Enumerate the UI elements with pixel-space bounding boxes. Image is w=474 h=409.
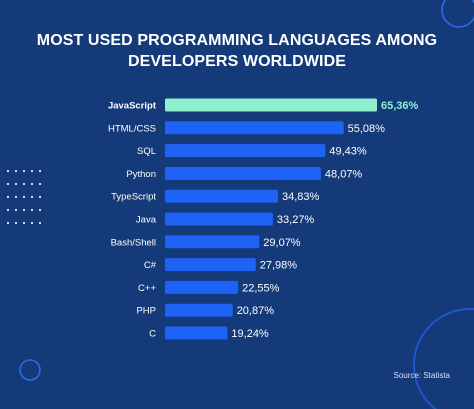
decorative-dot xyxy=(30,169,34,173)
value-label: 22,55% xyxy=(242,282,280,294)
decorative-dot xyxy=(30,195,34,199)
chart-title-line-1: MOST USED PROGRAMMING LANGUAGES AMONG xyxy=(36,32,438,49)
decorative-dot xyxy=(6,169,10,173)
category-label: Java xyxy=(136,215,157,226)
value-label: 27,98% xyxy=(260,260,298,272)
bar xyxy=(165,212,273,226)
category-label: Python xyxy=(126,169,156,180)
decorative-dot xyxy=(22,169,26,173)
category-label: C# xyxy=(144,260,157,271)
decorative-dot xyxy=(38,221,42,225)
value-label: 29,07% xyxy=(263,237,301,249)
category-label: C++ xyxy=(138,283,156,294)
decorative-dot xyxy=(6,182,10,186)
decorative-dot xyxy=(38,195,42,199)
value-label: 48,07% xyxy=(325,168,363,180)
value-label: 20,87% xyxy=(237,305,275,317)
decorative-dot xyxy=(38,182,42,186)
decorative-dot xyxy=(6,208,10,212)
bar xyxy=(165,235,260,249)
decorative-dot xyxy=(38,169,42,173)
decorative-dot xyxy=(6,221,10,225)
source-note: Source: Statista xyxy=(393,371,450,380)
category-label: C xyxy=(149,329,156,340)
decorative-dot xyxy=(22,221,26,225)
decorative-dot xyxy=(22,195,26,199)
bar xyxy=(165,258,256,272)
bar xyxy=(165,303,233,317)
category-label: TypeScript xyxy=(111,192,156,203)
decorative-dot xyxy=(22,208,26,212)
decorative-dot xyxy=(14,182,18,186)
bar xyxy=(165,189,278,203)
bar xyxy=(165,280,239,294)
category-label: HTML/CSS xyxy=(108,123,156,134)
value-label: 55,08% xyxy=(348,123,386,135)
decorative-dot xyxy=(14,208,18,212)
category-label: SQL xyxy=(137,146,156,157)
decorative-dot xyxy=(22,182,26,186)
value-label: 34,83% xyxy=(282,191,320,203)
bar xyxy=(165,144,326,158)
chart-title-line-2: DEVELOPERS WORLDWIDE xyxy=(127,53,346,70)
value-label: 19,24% xyxy=(231,328,269,340)
decorative-shapes xyxy=(6,0,474,409)
value-label: 65,36% xyxy=(381,100,419,112)
decorative-dot xyxy=(38,208,42,212)
bars-layer: JavaScript 65,36% HTML/CSS 55,08% SQL 49,43% P… xyxy=(108,98,419,340)
value-label: 49,43% xyxy=(329,146,367,158)
decorative-circle-top-right xyxy=(441,0,474,28)
category-label: Bash/Shell xyxy=(111,237,156,248)
decorative-dot xyxy=(30,221,34,225)
category-label: JavaScript xyxy=(108,101,157,112)
bar xyxy=(165,98,377,112)
value-label: 33,27% xyxy=(277,214,315,226)
decorative-dot xyxy=(30,208,34,212)
decorative-circle-bottom-right xyxy=(413,308,474,409)
decorative-circle-bottom-left xyxy=(19,359,41,381)
bar xyxy=(165,121,344,135)
decorative-dot xyxy=(14,169,18,173)
decorative-dot xyxy=(14,221,18,225)
bar xyxy=(165,326,228,340)
decorative-dot xyxy=(30,182,34,186)
decorative-dot xyxy=(6,195,10,199)
category-label: PHP xyxy=(136,306,156,317)
decorative-dot-grid xyxy=(6,169,42,225)
bar xyxy=(165,166,321,180)
chart-title: MOST USED PROGRAMMING LANGUAGES AMONG DE… xyxy=(0,30,474,72)
decorative-dot xyxy=(14,195,18,199)
